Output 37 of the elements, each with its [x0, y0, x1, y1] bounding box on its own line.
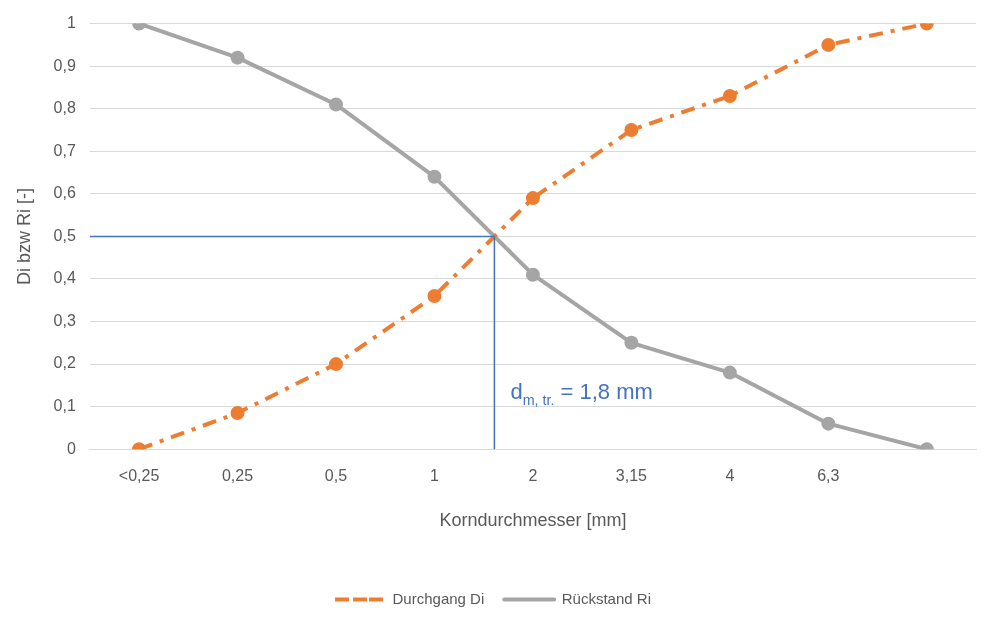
x-tick-label: 2	[528, 467, 538, 485]
point	[427, 169, 442, 184]
legend-label: Durchgang Di	[392, 589, 485, 607]
y-tick-label: 0,4	[53, 269, 76, 287]
y-axis-title: Di bzw Ri [-]	[13, 187, 34, 285]
point	[722, 88, 737, 103]
point	[525, 191, 540, 206]
x-tick-label: 1	[430, 467, 440, 485]
y-tick-label: 0,7	[53, 141, 76, 159]
point	[624, 335, 639, 350]
y-tick-label: 0,6	[53, 184, 76, 202]
point	[329, 357, 343, 372]
x-tick-label: <0,25	[118, 467, 160, 485]
y-tick-label: 0,8	[53, 99, 76, 117]
y-tick-label: 0,2	[53, 354, 76, 372]
y-tick-label: 0,1	[53, 397, 76, 415]
x-tick-label: 6,3	[817, 467, 840, 485]
point	[525, 267, 540, 282]
y-tick-label: 0,9	[53, 56, 76, 74]
x-tick-label: 3,15	[615, 467, 648, 485]
point	[427, 288, 442, 303]
point	[821, 416, 836, 431]
x-tick-label: 0,5	[324, 467, 348, 485]
y-tick-label: 0	[66, 439, 76, 457]
x-tick-label: 0,25	[221, 467, 254, 485]
point	[230, 50, 245, 65]
point	[230, 406, 245, 421]
y-tick-label: 1	[66, 14, 76, 32]
x-axis-title: Korndurchmesser [mm]	[439, 510, 627, 531]
y-tick-label: 0,3	[53, 311, 76, 329]
point	[329, 97, 343, 112]
point	[821, 37, 836, 52]
legend-label: Rückstand Ri	[561, 589, 651, 607]
y-tick-label: 0,5	[53, 226, 76, 244]
x-tick-label: 4	[725, 467, 735, 485]
point	[722, 365, 737, 380]
point	[624, 123, 639, 137]
